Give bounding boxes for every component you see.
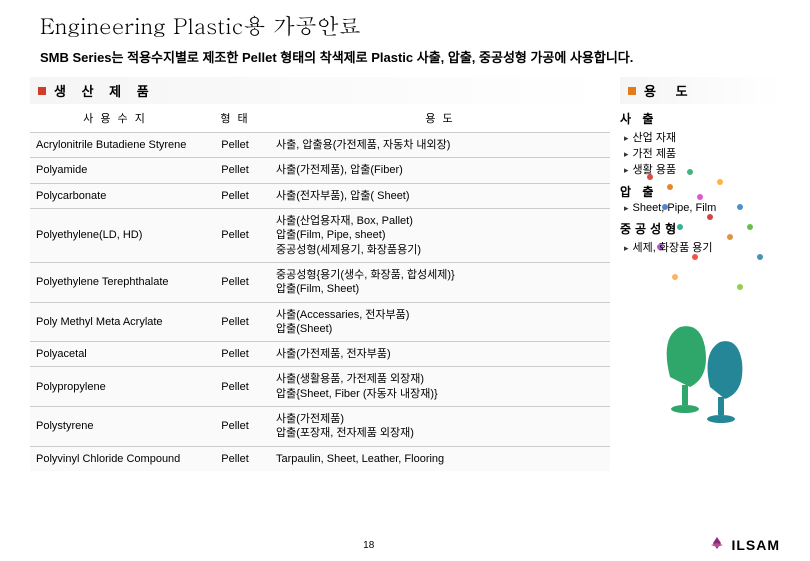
- page-number: 18: [363, 540, 374, 551]
- resin-cell: Polystyrene: [30, 407, 200, 447]
- usage-section-header: 용 도: [620, 77, 780, 104]
- resin-cell: Polycarbonate: [30, 183, 200, 208]
- usage-category-list: 산업 자재가전 제품생활 용품: [620, 129, 780, 177]
- resin-cell: Polyethylene(LD, HD): [30, 209, 200, 263]
- table-header-form: 형 태: [200, 104, 270, 133]
- table-header-resin: 사 용 수 지: [30, 104, 200, 133]
- square-icon: [38, 87, 46, 95]
- logo-text: ILSAM: [731, 537, 780, 553]
- usage-category-list: Sheet, Pipe, Film: [620, 202, 780, 214]
- products-section-header: 생 산 제 품: [30, 77, 610, 104]
- table-row: Acrylonitrile Butadiene StyrenePellet사출,…: [30, 133, 610, 158]
- table-row: Polyvinyl Chloride CompoundPelletTarpaul…: [30, 446, 610, 471]
- page-title: Engineering Plastic용 가공안료: [40, 10, 780, 41]
- usage-cell: 사출(가전제품), 압출(Fiber): [270, 158, 610, 183]
- usage-section-label: 용 도: [644, 81, 696, 100]
- form-cell: Pellet: [200, 407, 270, 447]
- usage-cell: 사출(전자부품), 압출( Sheet): [270, 183, 610, 208]
- usage-cell: 중공성형{용기(생수, 화장품, 합성세제)}압출(Film, Sheet): [270, 262, 610, 302]
- logo-icon: [707, 535, 727, 555]
- usage-cell: 사출(산업용자재, Box, Pallet)압출(Film, Pipe, she…: [270, 209, 610, 263]
- resin-cell: Polyamide: [30, 158, 200, 183]
- table-header-usage: 용 도: [270, 104, 610, 133]
- usage-category-list: 세제, 화장품 용기: [620, 239, 780, 255]
- resin-cell: Poly Methyl Meta Acrylate: [30, 302, 200, 342]
- form-cell: Pellet: [200, 446, 270, 471]
- usage-list-item: Sheet, Pipe, Film: [624, 202, 780, 214]
- usage-category: 사 출산업 자재가전 제품생활 용품: [620, 110, 780, 177]
- table-row: PolyacetalPellet사출(가전제품, 전자부품): [30, 342, 610, 367]
- form-cell: Pellet: [200, 209, 270, 263]
- table-row: PolypropylenePellet사출(생활용품, 가전제품 외장재)압출{…: [30, 367, 610, 407]
- usage-category: 중공성형세제, 화장품 용기: [620, 220, 780, 255]
- usage-category-title: 중공성형: [620, 220, 780, 237]
- square-icon: [628, 87, 636, 95]
- form-cell: Pellet: [200, 158, 270, 183]
- usage-category-title: 사 출: [620, 110, 780, 127]
- resin-cell: Polypropylene: [30, 367, 200, 407]
- products-table: 사 용 수 지 형 태 용 도 Acrylonitrile Butadiene …: [30, 104, 610, 471]
- page-subtitle: SMB Series는 적용수지별로 제조한 Pellet 형태의 착색제로 P…: [40, 49, 780, 67]
- usage-category-title: 압 출: [620, 183, 780, 200]
- usage-cell: 사출(Accessaries, 전자부품)압출(Sheet): [270, 302, 610, 342]
- products-section-label: 생 산 제 품: [54, 81, 155, 100]
- table-row: Polyethylene TerephthalatePellet중공성형{용기(…: [30, 262, 610, 302]
- form-cell: Pellet: [200, 183, 270, 208]
- table-row: PolyamidePellet사출(가전제품), 압출(Fiber): [30, 158, 610, 183]
- usage-cell: Tarpaulin, Sheet, Leather, Flooring: [270, 446, 610, 471]
- form-cell: Pellet: [200, 133, 270, 158]
- table-row: Polyethylene(LD, HD)Pellet사출(산업용자재, Box,…: [30, 209, 610, 263]
- form-cell: Pellet: [200, 302, 270, 342]
- table-row: Poly Methyl Meta AcrylatePellet사출(Access…: [30, 302, 610, 342]
- company-logo: ILSAM: [707, 535, 780, 555]
- form-cell: Pellet: [200, 367, 270, 407]
- usage-list-item: 가전 제품: [624, 145, 780, 161]
- usage-cell: 사출(가전제품, 전자부품): [270, 342, 610, 367]
- resin-cell: Polyacetal: [30, 342, 200, 367]
- usage-list-item: 세제, 화장품 용기: [624, 239, 780, 255]
- resin-cell: Polyethylene Terephthalate: [30, 262, 200, 302]
- resin-cell: Polyvinyl Chloride Compound: [30, 446, 200, 471]
- form-cell: Pellet: [200, 342, 270, 367]
- usage-category: 압 출 Sheet, Pipe, Film: [620, 183, 780, 214]
- form-cell: Pellet: [200, 262, 270, 302]
- usage-cell: 사출(가전제품)압출(포장재, 전자제품 외장재): [270, 407, 610, 447]
- usage-list-item: 산업 자재: [624, 129, 780, 145]
- usage-cell: 사출, 압출용(가전제품, 자동차 내외장): [270, 133, 610, 158]
- table-row: PolystyrenePellet사출(가전제품)압출(포장재, 전자제품 외장…: [30, 407, 610, 447]
- resin-cell: Acrylonitrile Butadiene Styrene: [30, 133, 200, 158]
- table-row: PolycarbonatePellet사출(전자부품), 압출( Sheet): [30, 183, 610, 208]
- usage-cell: 사출(생활용품, 가전제품 외장재)압출{Sheet, Fiber (자동자 내…: [270, 367, 610, 407]
- usage-list-item: 생활 용품: [624, 161, 780, 177]
